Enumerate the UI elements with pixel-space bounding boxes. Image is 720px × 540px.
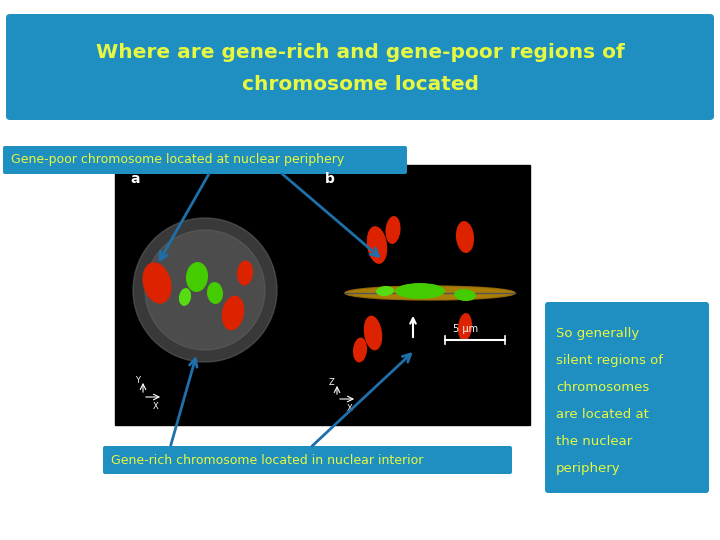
Bar: [115, 165, 530, 425]
Text: 5 μm: 5 μm: [453, 324, 478, 334]
Text: Gene-poor chromosome located at nuclear periphery: Gene-poor chromosome located at nuclear …: [11, 153, 344, 166]
FancyBboxPatch shape: [6, 14, 714, 120]
Ellipse shape: [179, 288, 191, 306]
Ellipse shape: [395, 283, 445, 299]
Text: periphery: periphery: [556, 462, 621, 475]
Circle shape: [145, 230, 265, 350]
Text: a: a: [130, 172, 140, 186]
Text: chromosomes: chromosomes: [556, 381, 649, 394]
Text: So generally: So generally: [556, 327, 639, 340]
Ellipse shape: [456, 221, 474, 253]
Text: are located at: are located at: [556, 408, 649, 421]
Ellipse shape: [237, 260, 253, 286]
FancyBboxPatch shape: [103, 446, 512, 474]
Ellipse shape: [376, 286, 394, 296]
Ellipse shape: [385, 216, 400, 244]
Text: X: X: [153, 402, 158, 411]
Ellipse shape: [364, 315, 382, 350]
Text: Gene-rich chromosome located in nuclear interior: Gene-rich chromosome located in nuclear …: [111, 454, 423, 467]
FancyBboxPatch shape: [3, 146, 407, 174]
Text: X: X: [347, 404, 353, 413]
Text: b: b: [325, 172, 335, 186]
Ellipse shape: [454, 289, 476, 301]
Text: the nuclear: the nuclear: [556, 435, 632, 448]
Text: Where are gene-rich and gene-poor regions of: Where are gene-rich and gene-poor region…: [96, 43, 624, 62]
Ellipse shape: [366, 226, 387, 264]
Text: silent regions of: silent regions of: [556, 354, 663, 367]
Text: chromosome located: chromosome located: [241, 76, 479, 94]
Text: Z: Z: [329, 378, 335, 387]
Ellipse shape: [353, 338, 367, 362]
Text: Y: Y: [135, 376, 140, 385]
Ellipse shape: [186, 262, 208, 292]
Ellipse shape: [207, 282, 223, 304]
Ellipse shape: [143, 262, 171, 303]
Circle shape: [133, 218, 277, 362]
FancyBboxPatch shape: [545, 302, 709, 493]
Ellipse shape: [458, 313, 472, 341]
Ellipse shape: [345, 286, 515, 300]
Ellipse shape: [222, 296, 244, 330]
